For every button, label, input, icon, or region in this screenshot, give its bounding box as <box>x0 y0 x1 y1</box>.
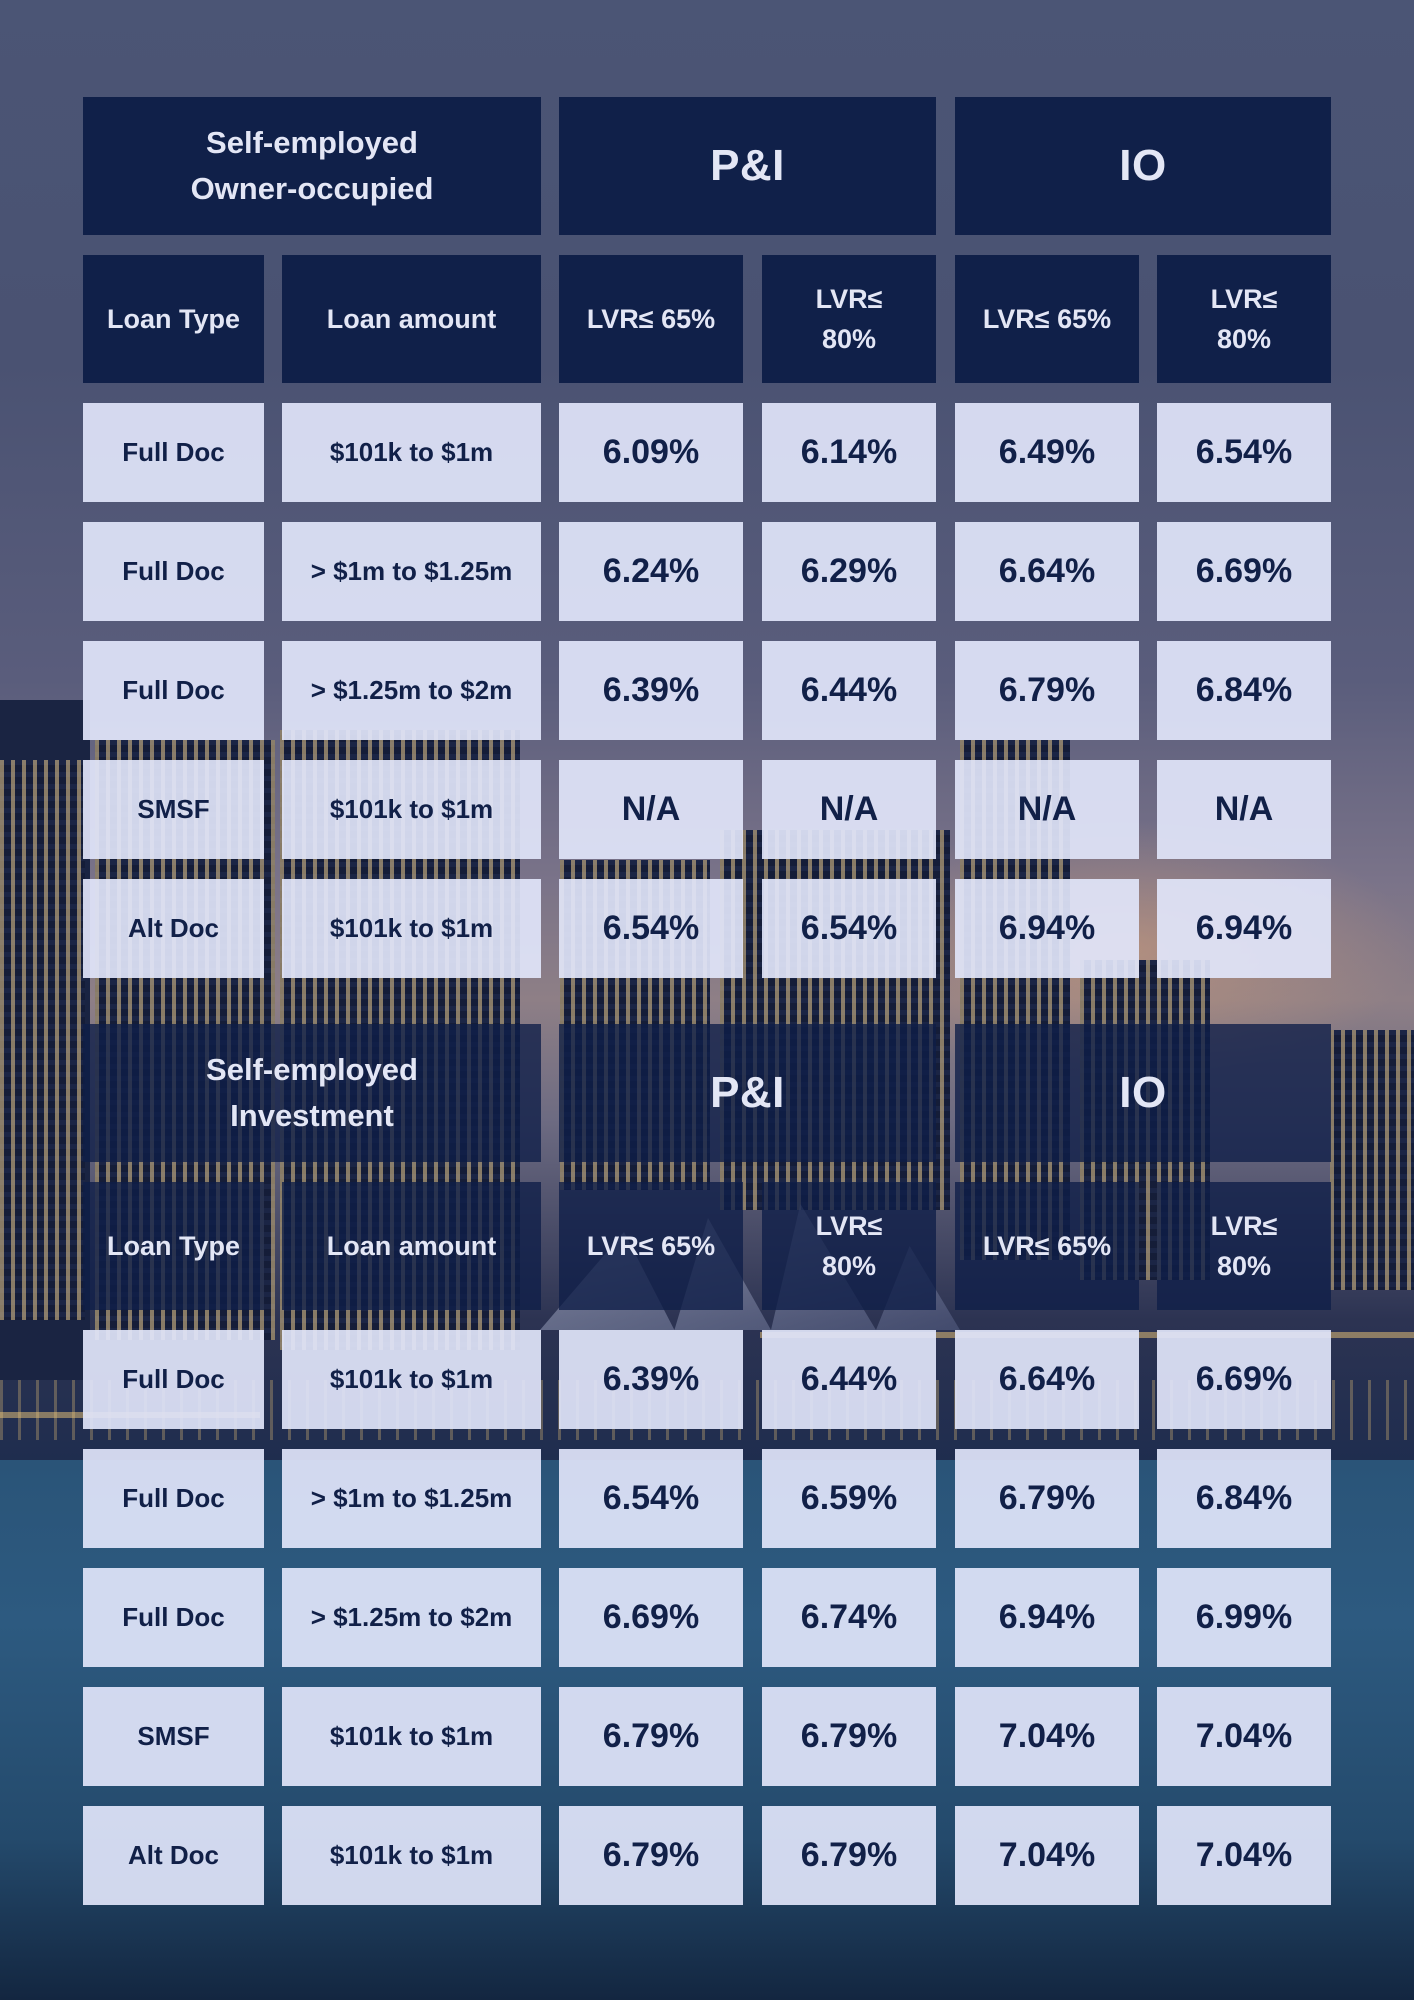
column-header: Loan Type <box>83 255 264 383</box>
rate-cell: N/A <box>955 760 1139 859</box>
column-header: LVR≤ 80% <box>1157 1182 1331 1310</box>
rate-cell: 6.94% <box>1157 879 1331 978</box>
rate-cell: 7.04% <box>1157 1806 1331 1905</box>
loan-type-cell: Full Doc <box>83 522 264 621</box>
column-header: LVR≤ 80% <box>762 255 936 383</box>
rate-cell: 6.39% <box>559 1330 743 1429</box>
group-header-pi: P&I <box>559 97 936 235</box>
rate-cell: 6.79% <box>559 1687 743 1786</box>
rate-cell: 6.44% <box>762 1330 936 1429</box>
rate-cell: 7.04% <box>955 1687 1139 1786</box>
loan-amount-cell: $101k to $1m <box>282 1806 541 1905</box>
rate-cell: 6.94% <box>955 1568 1139 1667</box>
rate-cell: 7.04% <box>955 1806 1139 1905</box>
rate-cell: 6.29% <box>762 522 936 621</box>
rate-cell: 6.79% <box>762 1806 936 1905</box>
column-header: LVR≤ 80% <box>762 1182 936 1310</box>
rate-cell: 6.99% <box>1157 1568 1331 1667</box>
column-header: LVR≤ 65% <box>559 255 743 383</box>
rate-cell: 6.74% <box>762 1568 936 1667</box>
column-header: LVR≤ 80% <box>1157 255 1331 383</box>
rate-cell: 6.69% <box>1157 1330 1331 1429</box>
loan-amount-cell: > $1.25m to $2m <box>282 641 541 740</box>
rate-cell: 6.54% <box>559 879 743 978</box>
table-title: Self-employed Investment <box>83 1024 541 1162</box>
rate-cell: 6.79% <box>762 1687 936 1786</box>
building-windows <box>1330 1030 1414 1290</box>
rate-cell: 6.24% <box>559 522 743 621</box>
rate-cell: 6.64% <box>955 522 1139 621</box>
loan-type-cell: Alt Doc <box>83 879 264 978</box>
rate-cell: 6.79% <box>955 641 1139 740</box>
column-header: Loan Type <box>83 1182 264 1310</box>
rate-cell: N/A <box>1157 760 1331 859</box>
rate-cell: 7.04% <box>1157 1687 1331 1786</box>
rate-cell: 6.49% <box>955 403 1139 502</box>
loan-amount-cell: > $1.25m to $2m <box>282 1568 541 1667</box>
column-header: Loan amount <box>282 255 541 383</box>
loan-type-cell: Full Doc <box>83 403 264 502</box>
loan-type-cell: Full Doc <box>83 1568 264 1667</box>
rate-cell: 6.09% <box>559 403 743 502</box>
rate-cell: 6.59% <box>762 1449 936 1548</box>
loan-amount-cell: > $1m to $1.25m <box>282 1449 541 1548</box>
column-header: LVR≤ 65% <box>559 1182 743 1310</box>
column-header: Loan amount <box>282 1182 541 1310</box>
group-header-io: IO <box>955 97 1331 235</box>
group-header-pi: P&I <box>559 1024 936 1162</box>
column-header: LVR≤ 65% <box>955 1182 1139 1310</box>
loan-amount-cell: $101k to $1m <box>282 1687 541 1786</box>
rate-cell: 6.39% <box>559 641 743 740</box>
rate-cell: 6.54% <box>1157 403 1331 502</box>
loan-type-cell: SMSF <box>83 760 264 859</box>
rate-cell: 6.84% <box>1157 1449 1331 1548</box>
loan-type-cell: Alt Doc <box>83 1806 264 1905</box>
rate-cell: 6.79% <box>955 1449 1139 1548</box>
rate-cell: 6.84% <box>1157 641 1331 740</box>
rate-cell: 6.54% <box>762 879 936 978</box>
loan-amount-cell: $101k to $1m <box>282 879 541 978</box>
loan-type-cell: SMSF <box>83 1687 264 1786</box>
rate-cell: 6.64% <box>955 1330 1139 1429</box>
rate-cell: 6.14% <box>762 403 936 502</box>
rate-cell: 6.44% <box>762 641 936 740</box>
rate-cell: N/A <box>762 760 936 859</box>
loan-type-cell: Full Doc <box>83 1330 264 1429</box>
column-header: LVR≤ 65% <box>955 255 1139 383</box>
building-windows <box>0 760 85 1320</box>
loan-amount-cell: $101k to $1m <box>282 403 541 502</box>
rate-cell: 6.69% <box>559 1568 743 1667</box>
rate-cell: 6.69% <box>1157 522 1331 621</box>
rate-cell: 6.79% <box>559 1806 743 1905</box>
rate-cell: 6.54% <box>559 1449 743 1548</box>
loan-type-cell: Full Doc <box>83 1449 264 1548</box>
loan-amount-cell: $101k to $1m <box>282 760 541 859</box>
loan-amount-cell: > $1m to $1.25m <box>282 522 541 621</box>
rate-cell: 6.94% <box>955 879 1139 978</box>
loan-type-cell: Full Doc <box>83 641 264 740</box>
rate-cell: N/A <box>559 760 743 859</box>
table-title: Self-employed Owner-occupied <box>83 97 541 235</box>
group-header-io: IO <box>955 1024 1331 1162</box>
loan-amount-cell: $101k to $1m <box>282 1330 541 1429</box>
